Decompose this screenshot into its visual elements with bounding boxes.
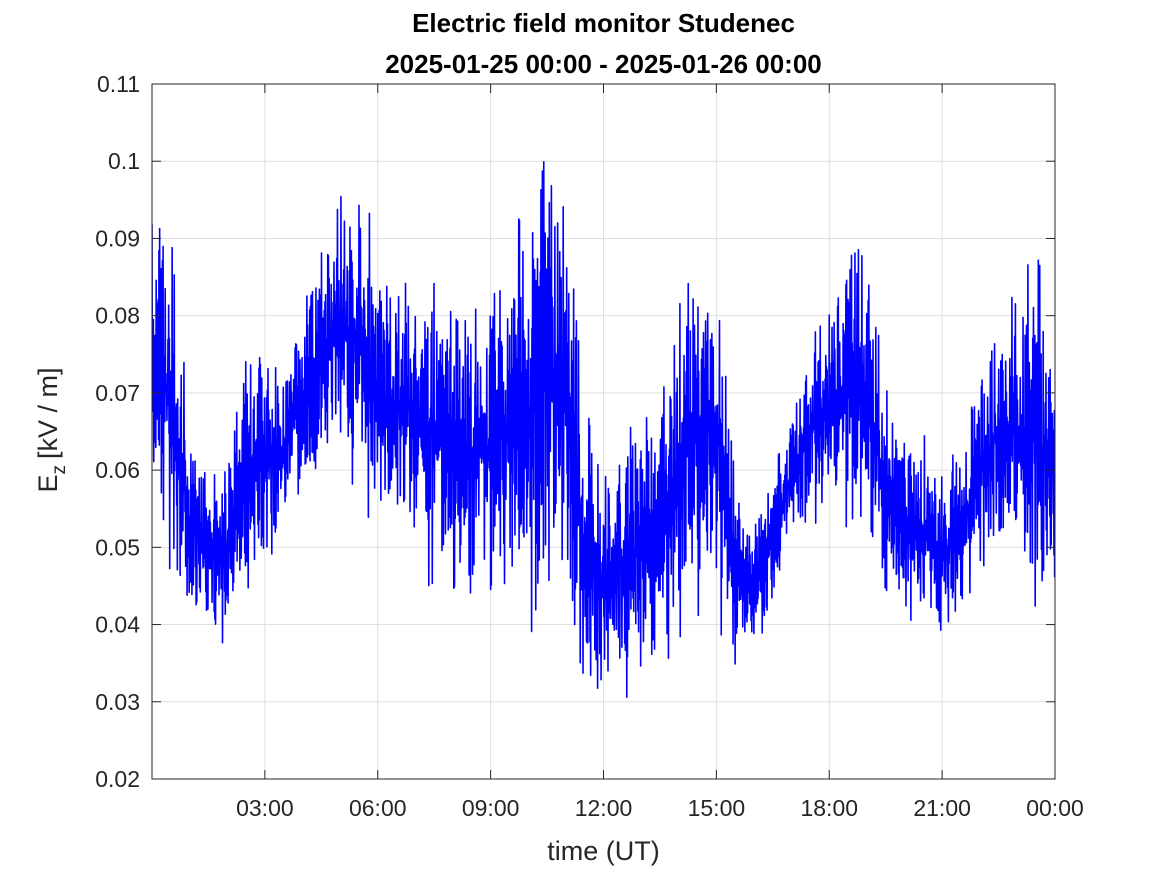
y-tick-label: 0.11: [97, 71, 140, 97]
y-tick-label: 0.09: [95, 225, 140, 251]
x-tick-label: 18:00: [800, 795, 858, 821]
x-axis-label: time (UT): [547, 836, 659, 866]
y-axis-label-main: E: [33, 475, 63, 493]
y-tick-label: 0.1: [108, 148, 140, 174]
x-tick-label: 09:00: [462, 795, 520, 821]
y-tick-label: 0.06: [95, 457, 140, 483]
y-axis-label-unit: [kV / m]: [33, 367, 63, 459]
x-tick-label: 03:00: [236, 795, 294, 821]
x-tick-label: 12:00: [575, 795, 633, 821]
plot-area: [152, 160, 1055, 698]
series-line: [152, 160, 1055, 698]
x-tick-label: 21:00: [913, 795, 971, 821]
x-tick-label: 00:00: [1026, 795, 1084, 821]
chart-title: Electric field monitor Studenec: [412, 8, 795, 38]
chart-subtitle: 2025-01-25 00:00 - 2025-01-26 00:00: [385, 49, 822, 79]
x-tick-label: 06:00: [349, 795, 407, 821]
y-tick-label: 0.05: [95, 534, 140, 560]
y-axis-label-subscript: z: [49, 465, 70, 475]
y-tick-label: 0.02: [95, 766, 140, 792]
x-tick-label: 15:00: [688, 795, 746, 821]
y-axis-label: Ez [kV / m]: [33, 367, 70, 492]
ticks: [152, 83, 1056, 780]
y-tick-label: 0.07: [95, 380, 140, 406]
y-tick-label: 0.08: [95, 303, 140, 329]
y-tick-label: 0.03: [95, 689, 140, 715]
tick-labels: 0.02 0.03 0.04 0.05 0.06 0.07 0.08 0.09 0.1 0.11 0…: [95, 71, 1084, 821]
y-tick-label: 0.04: [95, 612, 140, 638]
